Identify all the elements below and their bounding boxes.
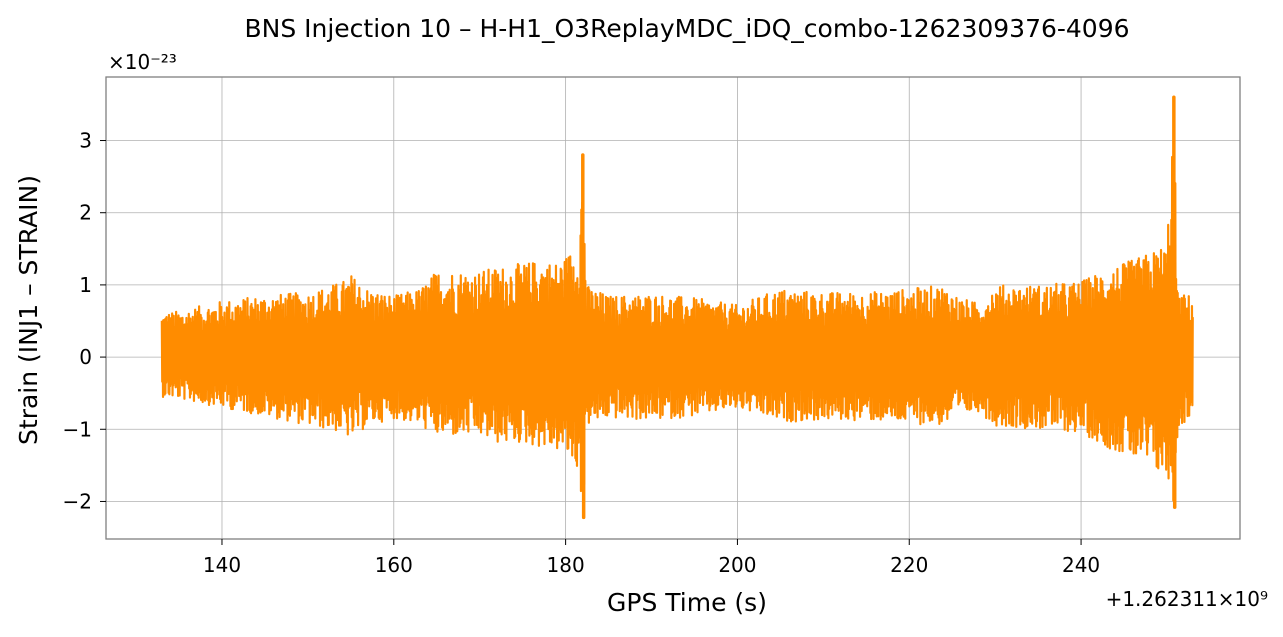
- x-tick-label: 180: [547, 553, 585, 577]
- x-axis-label: GPS Time (s): [607, 588, 767, 617]
- strain-series-line: [160, 116, 1194, 504]
- series-layer: [160, 95, 1194, 520]
- y-tick-label: 1: [79, 273, 92, 297]
- x-offset-label: +1.262311×10⁹: [1106, 587, 1268, 611]
- x-tick-label: 140: [203, 553, 241, 577]
- x-tick-label: 240: [1062, 553, 1100, 577]
- y-tick-label: 2: [79, 201, 92, 225]
- y-tick-label: 3: [79, 129, 92, 153]
- chart-title: BNS Injection 10 – H-H1_O3ReplayMDC_iDQ_…: [244, 14, 1129, 43]
- tick-layer: 140 160 180 200 220 240 −2 −1 0 1 2 3: [63, 129, 1101, 577]
- y-tick-label: −1: [63, 417, 92, 441]
- plot-frame: [105, 76, 1241, 540]
- x-tick-label: 200: [718, 553, 756, 577]
- x-tick-label: 160: [375, 553, 413, 577]
- y-scale-label: ×10⁻²³: [108, 50, 177, 74]
- x-tick-label: 220: [890, 553, 928, 577]
- y-tick-label: −2: [63, 489, 92, 513]
- y-axis-label: Strain (INJ1 – STRAIN): [14, 175, 43, 445]
- y-tick-label: 0: [79, 345, 92, 369]
